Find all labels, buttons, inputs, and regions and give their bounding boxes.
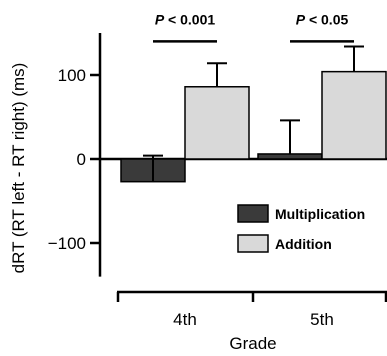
legend-label-multiplication: Multiplication [275,206,365,222]
legend-swatch-addition [237,234,269,253]
bar-multiplication-5th [257,153,323,160]
x-tick-label: 4th [173,310,197,329]
bar-addition-4th [184,86,250,160]
annotations: P < 0.001 P < 0.05 [153,11,354,43]
x-tick-label: 5th [310,310,334,329]
legend-swatch-multiplication [237,204,269,223]
x-axis-label: Grade [229,334,276,353]
bar-addition-5th [321,70,387,160]
y-axis-label: dRT (RT left - RT right) (ms) [9,63,28,274]
y-tick-label: −100 [48,234,86,253]
y-tick-label: 100 [58,66,86,85]
significance-label: P < 0.05 [296,11,349,27]
legend: Multiplication Addition [237,204,365,253]
significance-label: P < 0.001 [155,11,216,27]
legend-label-addition: Addition [275,236,332,252]
y-tick-label: 0 [77,150,86,169]
bars [120,70,387,183]
error-bars [143,45,364,182]
